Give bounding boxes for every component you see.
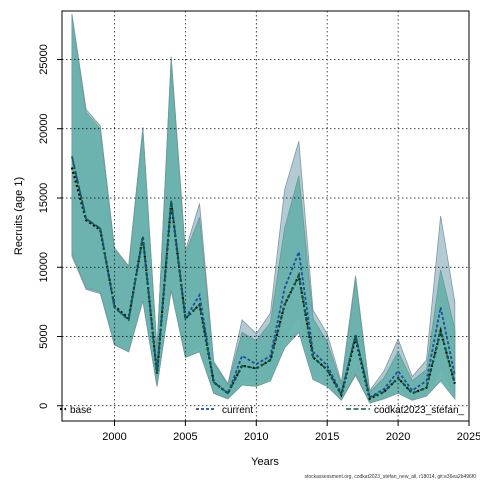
- legend-label: codkat2023_stefan_: [374, 405, 465, 416]
- x-tick-label: 2000: [102, 431, 126, 443]
- y-tick-label: 25000: [38, 44, 50, 75]
- x-tick-label: 2010: [244, 431, 268, 443]
- y-tick-label: 15000: [38, 183, 50, 214]
- legend-label: current: [222, 405, 253, 416]
- confidence-bands: [71, 13, 456, 404]
- x-tick-label: 2005: [173, 431, 197, 443]
- footer-credit: stockassessment.org, codkat2023_stefan_n…: [304, 474, 476, 480]
- x-tick-label: 2020: [386, 431, 410, 443]
- y-tick-label: 10000: [38, 252, 50, 283]
- y-tick-label: 5000: [38, 324, 50, 348]
- y-axis: 0 5000 10000 15000 20000 25000: [38, 44, 62, 409]
- y-tick-label: 20000: [38, 113, 50, 144]
- y-axis-title: Recruits (age 1): [13, 177, 25, 255]
- series-lines: [70, 156, 456, 401]
- x-axis-title: Years: [251, 456, 279, 468]
- x-tick-label: 2015: [315, 431, 339, 443]
- plot-frame: [61, 10, 470, 422]
- legend: base current codkat2023_stefan_: [60, 405, 465, 416]
- y-tick-label: 0: [38, 403, 50, 409]
- ci-band-codkat2023_stefan_: [71, 15, 456, 404]
- series-line-codkat2023_stefan_: [71, 156, 456, 399]
- legend-label: base: [70, 405, 92, 416]
- x-axis: 2000 2005 2010 2015 2020 2025: [102, 421, 480, 443]
- x-tick-label: 2025: [457, 431, 480, 443]
